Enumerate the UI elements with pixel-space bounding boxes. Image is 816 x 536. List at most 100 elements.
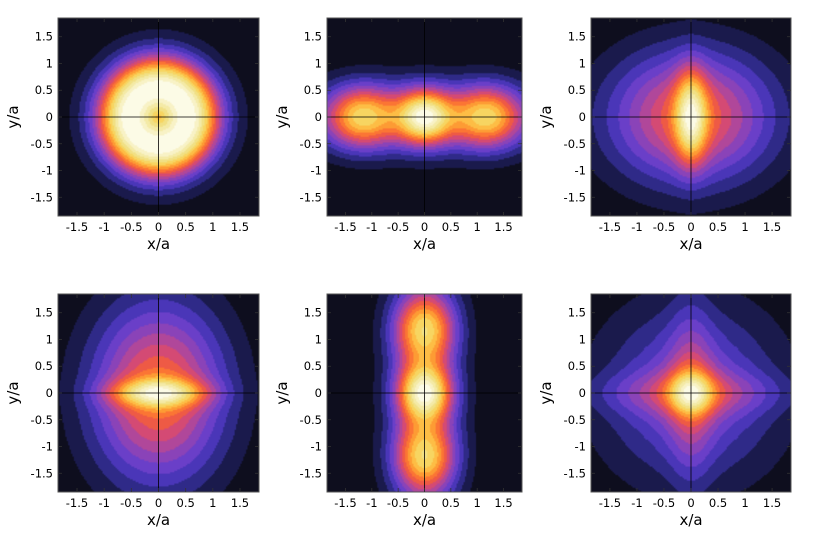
x-tick-label: -1 xyxy=(366,496,377,510)
x-axis-label: x/a xyxy=(413,235,436,253)
x-tick-label: 0 xyxy=(155,220,162,234)
x-tick-label: 0 xyxy=(421,220,428,234)
x-tick-label: 1.5 xyxy=(231,220,249,234)
y-axis-label: y/a xyxy=(273,105,291,128)
x-tick-label: 0.5 xyxy=(709,496,727,510)
y-tick-label: -0.5 xyxy=(300,137,322,151)
y-tick-label: 1.5 xyxy=(568,306,586,320)
x-tick-label: -1.5 xyxy=(334,496,356,510)
y-tick-label: -1 xyxy=(311,164,322,178)
x-tick-label: -1 xyxy=(366,220,377,234)
y-tick-label: 0 xyxy=(579,110,586,124)
x-tick-label: -0.5 xyxy=(387,220,409,234)
y-tick-label: 1.5 xyxy=(568,30,586,44)
x-tick-label: 0.5 xyxy=(709,220,727,234)
x-tick-label: 1.5 xyxy=(763,496,781,510)
x-tick-label: 0.5 xyxy=(442,496,460,510)
x-axis-label: x/a xyxy=(413,511,436,529)
x-tick-label: 1 xyxy=(474,496,481,510)
y-tick-label: -0.5 xyxy=(31,413,53,427)
y-tick-label: 1.5 xyxy=(35,306,53,320)
y-tick-label: 1.5 xyxy=(35,30,53,44)
y-axis-label: y/a xyxy=(273,381,291,404)
x-tick-label: 0.5 xyxy=(177,220,195,234)
y-tick-label: 0.5 xyxy=(35,359,53,373)
x-axis-label: x/a xyxy=(679,235,702,253)
y-tick-label: 0 xyxy=(46,386,53,400)
y-tick-label: 0 xyxy=(46,110,53,124)
x-tick-label: -0.5 xyxy=(387,496,409,510)
y-tick-label: 1 xyxy=(315,56,322,70)
y-tick-label: -1.5 xyxy=(300,190,322,204)
y-tick-label: -1 xyxy=(42,164,53,178)
x-tick-label: 1 xyxy=(209,496,216,510)
y-tick-label: 0 xyxy=(315,386,322,400)
x-tick-label: -1.5 xyxy=(599,496,621,510)
y-tick-label: -0.5 xyxy=(300,413,322,427)
panel-6: -1.5 -1 -0.5 0 0.5 1 1.5 -1.5 -1 -0.5 0 0.5 1 1.5 x/a y… xyxy=(537,293,792,529)
x-tick-label: -0.5 xyxy=(653,496,675,510)
y-tick-label: -1.5 xyxy=(31,190,53,204)
y-tick-label: 0.5 xyxy=(35,83,53,97)
y-axis-label: y/a xyxy=(4,105,22,128)
x-tick-label: -1.5 xyxy=(66,220,88,234)
x-tick-label: -0.5 xyxy=(120,220,142,234)
panel-3: -1.5 -1 -0.5 0 0.5 1 1.5 -1.5 -1 -0.5 0 0.5 1 1.5 x/a y… xyxy=(537,17,792,253)
y-tick-label: -1.5 xyxy=(564,190,586,204)
panel-4: -1.5 -1 -0.5 0 0.5 1 1.5 -1.5 -1 -0.5 0 0.5 1 1.5 x/a y… xyxy=(4,293,260,529)
y-axis-label: y/a xyxy=(4,381,22,404)
y-tick-label: -0.5 xyxy=(564,137,586,151)
y-tick-label: 1.5 xyxy=(304,30,322,44)
y-tick-label: 1.5 xyxy=(304,306,322,320)
y-axis-label: y/a xyxy=(537,381,555,404)
x-tick-label: 0.5 xyxy=(177,496,195,510)
x-tick-label: -0.5 xyxy=(120,496,142,510)
x-tick-label: 1 xyxy=(209,220,216,234)
y-tick-label: -1 xyxy=(575,164,586,178)
x-tick-label: 1 xyxy=(474,220,481,234)
y-tick-label: -1.5 xyxy=(564,466,586,480)
x-tick-label: 0.5 xyxy=(442,220,460,234)
x-tick-label: -1.5 xyxy=(66,496,88,510)
x-tick-label: 1.5 xyxy=(231,496,249,510)
x-tick-label: -1.5 xyxy=(599,220,621,234)
x-tick-label: -1 xyxy=(98,220,109,234)
panel-2: -1.5 -1 -0.5 0 0.5 1 1.5 -1.5 -1 -0.5 0 0.5 1 1.5 x/a y… xyxy=(273,17,523,253)
y-tick-label: -0.5 xyxy=(31,137,53,151)
x-tick-label: 0 xyxy=(687,496,694,510)
y-tick-label: -1 xyxy=(42,440,53,454)
y-tick-label: -0.5 xyxy=(564,413,586,427)
x-tick-label: 1 xyxy=(741,496,748,510)
panel-1: -1.5 -1 -0.5 0 0.5 1 1.5 -1.5 -1 -0.5 0 0.5 1 1.5 x/a y… xyxy=(4,17,260,253)
y-tick-label: -1 xyxy=(311,440,322,454)
y-tick-label: -1.5 xyxy=(31,466,53,480)
x-tick-label: 1.5 xyxy=(494,220,512,234)
x-tick-label: 0 xyxy=(155,496,162,510)
y-tick-label: 1 xyxy=(579,56,586,70)
y-tick-label: 1 xyxy=(46,56,53,70)
y-axis-label: y/a xyxy=(537,105,555,128)
x-tick-label: 1.5 xyxy=(494,496,512,510)
y-tick-label: 1 xyxy=(315,332,322,346)
panel-5: -1.5 -1 -0.5 0 0.5 1 1.5 -1.5 -1 -0.5 0 0.5 1 1.5 x/a y… xyxy=(273,293,523,529)
x-tick-label: -1 xyxy=(631,220,642,234)
x-axis-label: x/a xyxy=(147,511,170,529)
y-tick-label: -1 xyxy=(575,440,586,454)
x-tick-label: -1 xyxy=(631,496,642,510)
y-tick-label: 1 xyxy=(46,332,53,346)
x-axis-label: x/a xyxy=(679,511,702,529)
x-tick-label: -1 xyxy=(98,496,109,510)
x-tick-label: 1 xyxy=(741,220,748,234)
y-tick-label: 0 xyxy=(579,386,586,400)
x-axis-label: x/a xyxy=(147,235,170,253)
y-tick-label: 0.5 xyxy=(568,359,586,373)
y-tick-label: 1 xyxy=(579,332,586,346)
y-tick-label: 0.5 xyxy=(568,83,586,97)
y-tick-label: 0.5 xyxy=(304,83,322,97)
x-tick-label: 0 xyxy=(421,496,428,510)
x-tick-label: 0 xyxy=(687,220,694,234)
x-tick-label: 1.5 xyxy=(763,220,781,234)
x-tick-label: -1.5 xyxy=(334,220,356,234)
y-tick-label: 0.5 xyxy=(304,359,322,373)
y-tick-label: -1.5 xyxy=(300,466,322,480)
